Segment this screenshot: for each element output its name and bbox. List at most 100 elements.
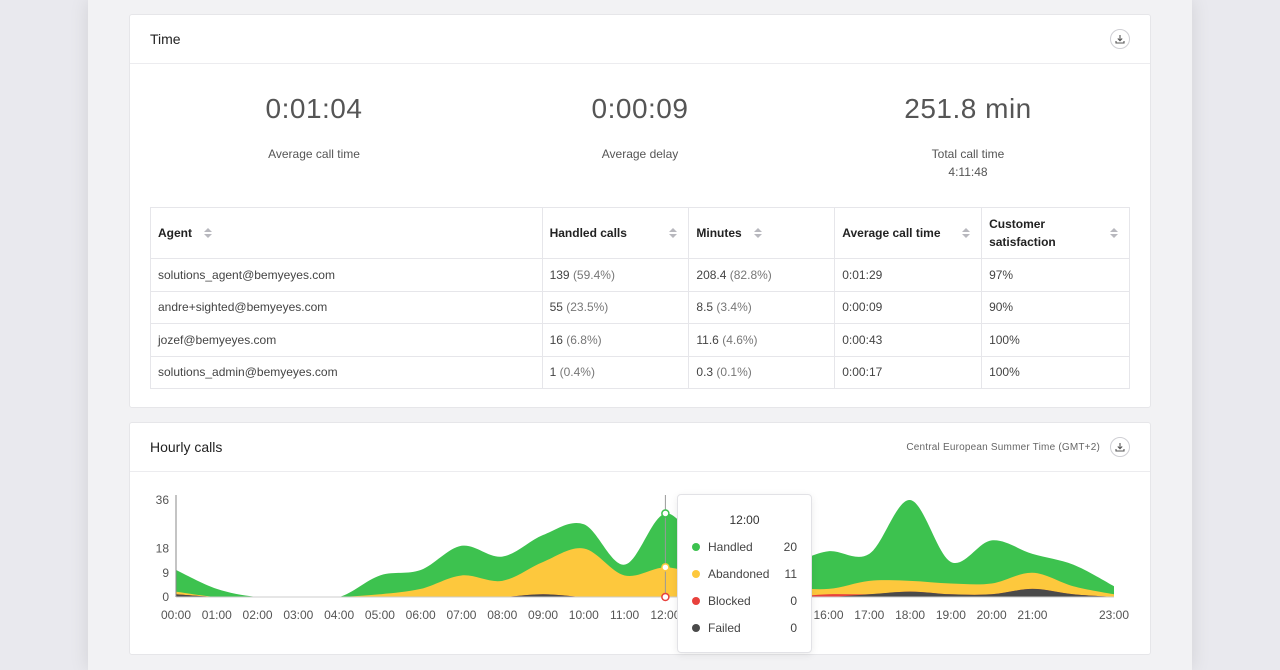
y-tick-label: 0 (162, 590, 169, 604)
calls-value: 55 (549, 300, 563, 315)
legend-dot (692, 624, 700, 632)
x-tick-label: 18:00 (895, 608, 925, 622)
column-header-handled-calls[interactable]: Handled calls (541, 207, 690, 259)
minutes-percent: (4.6%) (722, 332, 758, 347)
stat-total-call-time: 251.8 min Total call time 4:11:48 (818, 93, 1118, 179)
stat-label: Average delay (601, 147, 679, 161)
minutes-value: 11.6 (696, 332, 719, 347)
y-tick-label: 18 (156, 542, 170, 556)
column-label: Agent (158, 226, 192, 240)
sort-icon[interactable] (1110, 228, 1118, 238)
y-tick-label: 9 (162, 566, 169, 580)
x-tick-label: 20:00 (977, 608, 1007, 622)
minutes-percent: (3.4%) (716, 300, 752, 315)
tooltip-value: 0 (790, 621, 797, 635)
stat-value: 251.8 min (904, 93, 1032, 124)
agents-table: Agent Handled calls Minutes Average call… (150, 207, 1130, 389)
agent-cell: jozef@bemyeyes.com (150, 323, 543, 357)
hover-point (661, 509, 670, 518)
hourly-card-title: Hourly calls (150, 439, 223, 455)
agent-cell: solutions_admin@bemyeyes.com (150, 355, 543, 389)
column-label: Minutes (696, 226, 742, 240)
csat-cell: 100% (981, 323, 1130, 357)
area-handled (176, 499, 1114, 597)
csat-cell: 100% (981, 355, 1130, 389)
tooltip-label: Blocked (708, 594, 751, 608)
calls-value: 139 (549, 267, 570, 282)
x-tick-label: 19:00 (936, 608, 966, 622)
stat-label: Average call time (268, 147, 360, 161)
x-tick-label: 05:00 (365, 608, 395, 622)
calls-cell: 55 (23.5%) (541, 290, 690, 324)
tooltip-title: 12:00 (729, 513, 760, 527)
column-label: Customer satisfaction (989, 217, 1056, 249)
minutes-percent: (0.1%) (716, 365, 752, 380)
minutes-value: 208.4 (696, 267, 727, 282)
calls-percent: (6.8%) (566, 332, 602, 347)
sort-icon[interactable] (753, 228, 762, 238)
table-header-row: Agent Handled calls Minutes Average call… (150, 207, 1130, 259)
tooltip-row-handled: Handled 20 (692, 540, 797, 554)
calls-cell: 1 (0.4%) (541, 355, 690, 389)
sort-icon[interactable] (204, 228, 212, 238)
avg-cell: 0:01:29 (834, 258, 983, 292)
y-tick-label: 36 (156, 493, 170, 507)
x-tick-label: 04:00 (324, 608, 354, 622)
x-tick-label: 09:00 (528, 608, 558, 622)
calls-cell: 139 (59.4%) (541, 258, 690, 292)
stat-average-call-time: 0:01:04 Average call time (164, 93, 464, 161)
table-row: jozef@bemyeyes.com 16 (6.8%) 11.6 (4.6%)… (150, 323, 1130, 357)
minutes-cell: 8.5 (3.4%) (688, 290, 836, 324)
x-tick-label: 00:00 (161, 608, 191, 622)
calls-value: 1 (549, 365, 557, 380)
tooltip-label: Failed (708, 621, 741, 635)
tooltip-value: 20 (783, 540, 797, 554)
calls-percent: (59.4%) (572, 267, 615, 282)
x-tick-label: 17:00 (854, 608, 884, 622)
hourly-chart-svg: 0 9 18 36 00:00 01:00 02:00 03:00 04:00 05:00 06:0… (156, 493, 1130, 622)
table-row: andre+sighted@bemyeyes.com 55 (23.5%) 8.… (150, 290, 1130, 324)
x-tick-label: 08:00 (487, 608, 517, 622)
x-tick-label: 21:00 (1017, 608, 1047, 622)
calls-cell: 16 (6.8%) (541, 323, 690, 357)
sort-icon[interactable] (669, 228, 678, 238)
x-tick-label: 02:00 (243, 608, 273, 622)
table-row: solutions_admin@bemyeyes.com 1 (0.4%) 0.… (150, 355, 1130, 389)
x-tick-label: 12:00 (650, 608, 680, 622)
agent-cell: solutions_agent@bemyeyes.com (150, 258, 543, 292)
column-header-customer-satisfaction[interactable]: Customer satisfaction (981, 207, 1130, 259)
hourly-chart[interactable]: 0 9 18 36 00:00 01:00 02:00 03:00 04:00 05:00 06:0… (130, 473, 1150, 655)
minutes-cell: 0.3 (0.1%) (688, 355, 836, 389)
calls-percent: (23.5%) (566, 300, 609, 315)
tooltip-label: Abandoned (708, 567, 770, 581)
hourly-card-header: Hourly calls Central European Summer Tim… (130, 423, 1150, 472)
legend-dot (692, 597, 700, 605)
stat-value: 0:00:09 (591, 93, 689, 124)
tooltip-row-abandoned: Abandoned 11 (692, 567, 797, 581)
column-header-agent[interactable]: Agent (150, 207, 543, 259)
agent-cell: andre+sighted@bemyeyes.com (150, 290, 543, 324)
download-button[interactable] (1110, 29, 1130, 49)
stat-value: 0:01:04 (265, 93, 363, 124)
time-stats: 0:01:04 Average call time 0:00:09 Averag… (130, 65, 1150, 205)
stat-sub: 4:11:48 (948, 165, 988, 179)
minutes-value: 0.3 (696, 365, 714, 380)
minutes-cell: 11.6 (4.6%) (688, 323, 836, 357)
tooltip-row-failed: Failed 0 (692, 621, 797, 635)
download-button[interactable] (1110, 437, 1130, 457)
column-header-average-call-time[interactable]: Average call time (834, 207, 983, 259)
x-tick-label: 23:00 (1099, 608, 1129, 622)
hover-point (661, 592, 670, 602)
stat-average-delay: 0:00:09 Average delay (490, 93, 790, 161)
hourly-calls-card: Hourly calls Central European Summer Tim… (129, 422, 1151, 655)
minutes-percent: (82.8%) (729, 267, 772, 282)
timezone-label: Central European Summer Time (GMT+2) (906, 441, 1100, 453)
x-tick-label: 07:00 (446, 608, 476, 622)
minutes-value: 8.5 (696, 300, 714, 315)
legend-dot (692, 570, 700, 578)
column-header-minutes[interactable]: Minutes (688, 207, 836, 259)
download-icon (1115, 35, 1125, 44)
sort-icon[interactable] (962, 228, 971, 238)
report-page: Time 0:01:04 Average call time 0:00:09 A… (88, 0, 1192, 670)
time-card-header: Time (130, 15, 1150, 64)
